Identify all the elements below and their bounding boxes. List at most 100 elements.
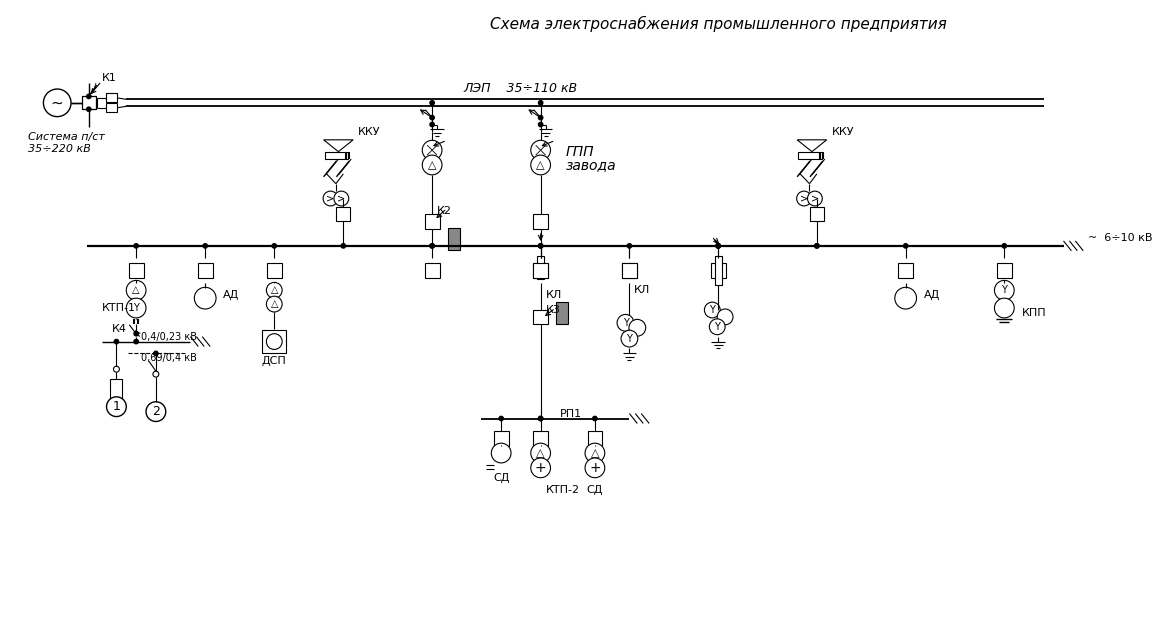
Circle shape — [267, 296, 282, 312]
Text: Y: Y — [714, 322, 720, 332]
Circle shape — [422, 140, 442, 160]
Circle shape — [430, 100, 435, 105]
Text: Схема электроснабжения промышленного предприятия: Схема электроснабжения промышленного пре… — [490, 16, 947, 32]
Circle shape — [627, 244, 632, 248]
Text: ККУ: ККУ — [358, 128, 381, 138]
Circle shape — [710, 319, 725, 335]
Text: АД: АД — [223, 290, 240, 300]
Text: △: △ — [537, 160, 545, 170]
Circle shape — [538, 417, 543, 421]
Circle shape — [704, 302, 720, 318]
Circle shape — [499, 417, 503, 421]
Circle shape — [267, 282, 282, 298]
Circle shape — [538, 100, 543, 105]
Bar — [533, 263, 548, 278]
Circle shape — [716, 244, 720, 248]
Bar — [262, 330, 286, 353]
Bar — [898, 263, 913, 278]
Text: завода: завода — [565, 158, 616, 172]
Circle shape — [126, 280, 146, 300]
Circle shape — [134, 332, 139, 336]
Bar — [537, 255, 544, 280]
Circle shape — [895, 287, 916, 309]
Circle shape — [323, 191, 338, 206]
Circle shape — [107, 397, 126, 417]
Circle shape — [114, 366, 120, 372]
Polygon shape — [323, 140, 354, 152]
Circle shape — [904, 244, 908, 248]
Bar — [810, 208, 824, 221]
Text: КПП: КПП — [1022, 308, 1047, 318]
Circle shape — [585, 458, 605, 478]
Bar — [533, 309, 548, 324]
Bar — [622, 263, 637, 278]
Bar — [533, 214, 548, 229]
Circle shape — [538, 122, 543, 126]
Circle shape — [531, 140, 551, 160]
Circle shape — [43, 89, 70, 117]
Circle shape — [538, 417, 543, 421]
Circle shape — [994, 280, 1014, 300]
Text: Y: Y — [623, 318, 629, 328]
Text: +: + — [535, 461, 546, 475]
Text: РП1: РП1 — [560, 409, 583, 419]
Circle shape — [538, 244, 543, 248]
Bar — [533, 431, 548, 446]
Bar — [996, 263, 1012, 278]
Text: КЛ: КЛ — [545, 290, 562, 300]
Bar — [711, 263, 726, 278]
Text: △: △ — [270, 285, 278, 295]
Bar — [324, 152, 348, 159]
Text: ~: ~ — [51, 95, 63, 110]
Text: СД: СД — [586, 485, 603, 495]
Bar — [494, 431, 509, 446]
Bar — [336, 208, 350, 221]
Text: ГПП: ГПП — [565, 145, 593, 159]
Text: АД: АД — [924, 290, 940, 300]
Circle shape — [154, 352, 159, 356]
Circle shape — [273, 244, 276, 248]
Circle shape — [153, 371, 159, 377]
Circle shape — [538, 244, 543, 248]
Text: КЛ: КЛ — [634, 285, 651, 295]
Circle shape — [592, 417, 597, 421]
Text: ЛЭП    35÷110 кВ: ЛЭП 35÷110 кВ — [464, 81, 578, 94]
Text: >: > — [337, 193, 345, 203]
Circle shape — [814, 244, 819, 248]
Circle shape — [194, 287, 216, 309]
Text: ДСП: ДСП — [262, 356, 287, 366]
Circle shape — [87, 94, 90, 99]
Circle shape — [341, 244, 345, 248]
Bar — [533, 263, 548, 278]
Text: 0,69/0,4 кВ: 0,69/0,4 кВ — [141, 353, 197, 363]
Circle shape — [814, 244, 819, 248]
Text: 35÷220 кВ: 35÷220 кВ — [28, 144, 90, 154]
Text: К1: К1 — [101, 73, 116, 83]
Circle shape — [807, 191, 822, 206]
Text: Y: Y — [1001, 285, 1007, 295]
Text: ~  6÷10 кВ: ~ 6÷10 кВ — [1088, 233, 1153, 243]
Circle shape — [717, 309, 733, 325]
Text: △: △ — [537, 448, 545, 458]
Text: >: > — [800, 193, 808, 203]
Bar — [557, 302, 569, 324]
Circle shape — [334, 191, 349, 206]
Bar — [129, 263, 143, 278]
Circle shape — [585, 443, 605, 463]
Bar — [424, 214, 439, 229]
Circle shape — [430, 122, 435, 126]
Circle shape — [267, 334, 282, 350]
Bar — [588, 431, 603, 446]
Polygon shape — [797, 140, 827, 152]
Text: СД: СД — [494, 472, 510, 483]
Text: △: △ — [270, 299, 278, 309]
Circle shape — [716, 244, 720, 248]
Text: /: / — [93, 83, 96, 93]
Bar — [110, 379, 122, 399]
Text: 1: 1 — [113, 400, 120, 413]
Circle shape — [716, 244, 720, 248]
Bar — [197, 263, 213, 278]
Circle shape — [134, 339, 139, 343]
Text: Система п/ст: Система п/ст — [28, 132, 105, 143]
Text: +: + — [589, 461, 600, 475]
